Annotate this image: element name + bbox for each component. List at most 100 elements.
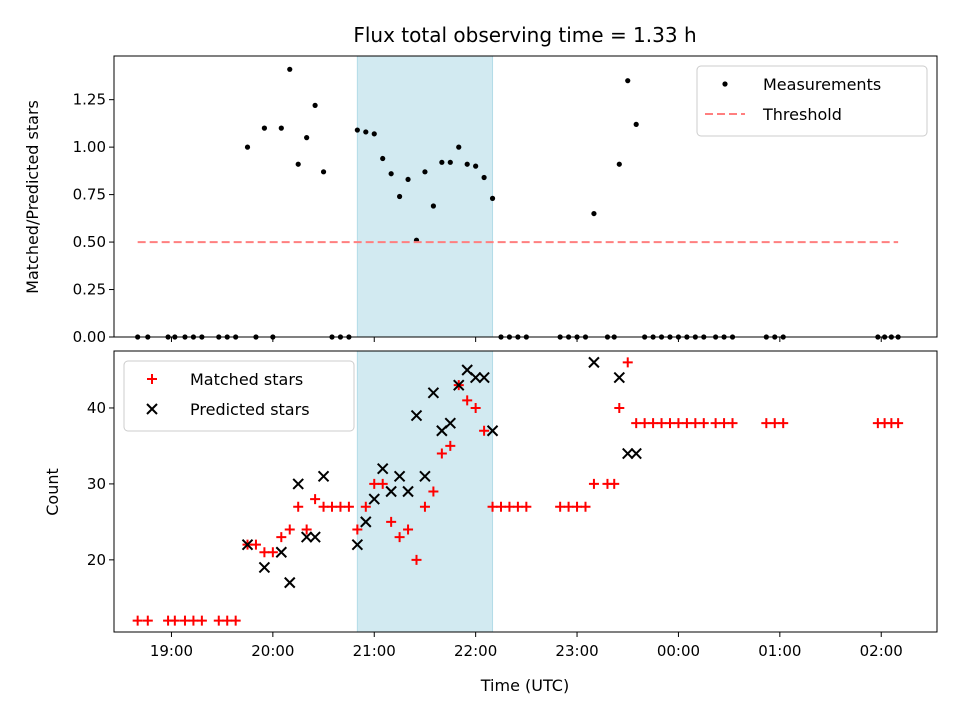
data-point [377, 478, 388, 489]
legend-swatch [147, 374, 157, 384]
data-point [284, 576, 296, 589]
data-point [588, 478, 599, 489]
data-point [312, 102, 318, 108]
data-point [591, 210, 597, 217]
data-point [292, 478, 304, 490]
data-point [179, 615, 190, 626]
data-point [445, 440, 456, 451]
data-point [633, 121, 639, 127]
data-point [470, 402, 481, 413]
data-point [769, 418, 780, 429]
data-point [495, 501, 506, 512]
data-point [462, 395, 473, 406]
x-tick-label: 00:00 [657, 642, 700, 660]
legend-label: Matched stars [190, 370, 303, 389]
data-point [300, 531, 313, 543]
data-point [487, 501, 498, 512]
legend-label: Predicted stars [190, 400, 310, 419]
data-point [469, 371, 482, 384]
y-tick-label: 1.25 [73, 91, 106, 109]
plot-area: 0.00 0.25 0.50 0.75 1.00 1.25 Measurements Thre… [73, 55, 938, 660]
data-point [512, 501, 523, 512]
data-point [486, 425, 499, 437]
x-tick-label: 22:00 [454, 642, 497, 660]
data-point [609, 478, 620, 489]
chart-title: Flux total observing time = 1.33 h [353, 23, 696, 47]
series-matched-stars [132, 357, 904, 626]
data-point [354, 127, 360, 133]
data-point [489, 195, 496, 201]
data-point [386, 516, 397, 527]
data-point [411, 554, 422, 565]
y-tick-label: 0.25 [73, 281, 106, 299]
data-point [673, 418, 684, 429]
series-predicted-stars [241, 356, 642, 589]
data-point [343, 501, 354, 512]
data-point [275, 546, 288, 558]
data-point [393, 470, 406, 483]
data-point [481, 174, 487, 181]
data-point [555, 501, 566, 512]
data-point [698, 418, 709, 429]
x-tick-label: 19:00 [150, 642, 193, 660]
data-point [639, 418, 650, 429]
y-tick-label: 0.75 [73, 186, 106, 204]
x-tick-label: 21:00 [353, 642, 396, 660]
panel-ratio: 0.00 0.25 0.50 0.75 1.00 1.25 Measurements Thre… [73, 55, 938, 346]
y-tick-label: 20 [87, 551, 106, 569]
data-point [287, 66, 293, 72]
panel-count: 20 30 40 19:00 20:00 21:00 22:00 23:00 00:00 01:0… [87, 350, 938, 660]
data-point [419, 501, 430, 512]
data-point [388, 171, 394, 177]
data-point [394, 532, 405, 543]
data-point [380, 155, 386, 162]
data-point [453, 379, 465, 391]
data-point [371, 131, 377, 137]
axes-frame [113, 55, 938, 338]
data-point [188, 615, 199, 626]
data-point [318, 501, 329, 512]
legend-label: Threshold [762, 105, 842, 124]
y-tick-label: 0.50 [73, 233, 106, 251]
data-point [664, 418, 675, 429]
data-point [727, 418, 738, 429]
data-point [396, 193, 403, 200]
x-axis-label: Time (UTC) [480, 676, 569, 695]
data-point [385, 485, 397, 498]
data-point [778, 418, 789, 429]
data-point [710, 418, 721, 429]
data-point [436, 448, 447, 459]
data-point [267, 547, 278, 558]
data-point [588, 356, 600, 369]
data-point [427, 387, 440, 399]
data-point [521, 501, 532, 512]
data-point [422, 169, 428, 175]
legend: Matched stars Predicted stars [123, 360, 355, 432]
data-point [301, 524, 312, 535]
data-point [304, 135, 310, 141]
data-point [447, 159, 453, 165]
y-tick-label: 40 [87, 399, 106, 417]
highlight-band [356, 55, 494, 338]
legend-swatch [722, 81, 728, 87]
highlight-band [356, 350, 494, 633]
data-point [317, 470, 330, 483]
data-point [368, 493, 380, 505]
data-point [352, 524, 363, 535]
data-point [259, 547, 270, 558]
data-point [473, 163, 479, 169]
data-point [142, 615, 153, 626]
legend-box [696, 65, 928, 137]
bottom-panel-y-axis-label: Count [43, 468, 62, 516]
data-point [276, 532, 287, 543]
data-point [563, 501, 574, 512]
data-point [213, 615, 224, 626]
data-point [295, 161, 301, 167]
data-point [369, 478, 380, 489]
data-point [622, 357, 633, 368]
data-point [278, 125, 284, 131]
legend-box [123, 360, 355, 432]
data-point [456, 144, 462, 150]
data-point [464, 161, 470, 167]
